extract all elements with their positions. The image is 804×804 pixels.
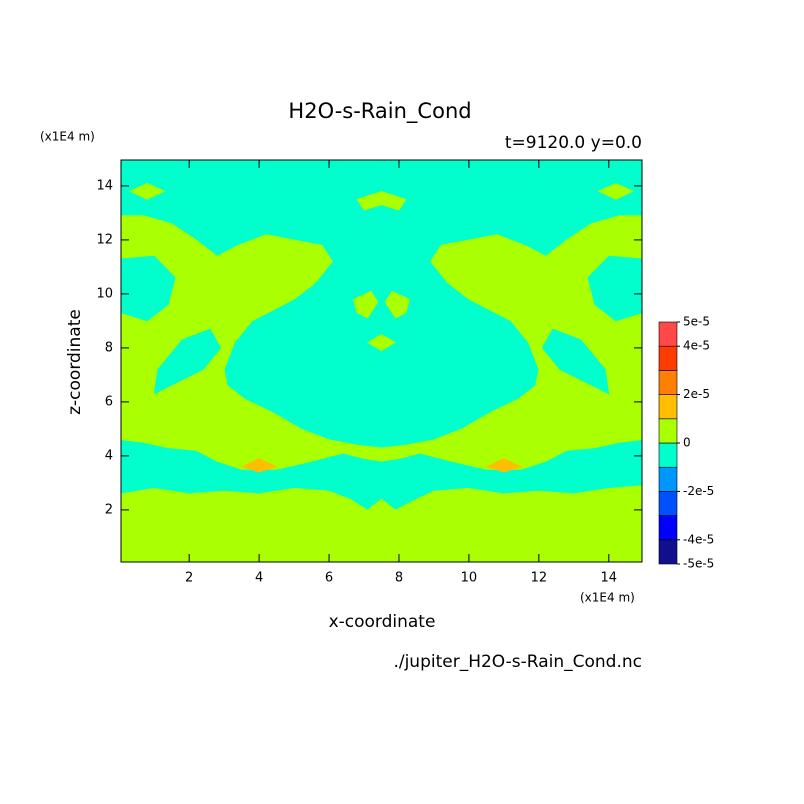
colorbar-bin [658, 345, 678, 371]
chart-subtitle: t=9120.0 y=0.0 [505, 133, 642, 153]
colorbar-bin [658, 321, 678, 347]
x-axis-label: x-coordinate [329, 612, 436, 632]
colorbar-bin [658, 466, 678, 492]
contour-region [366, 334, 397, 351]
x-unit: (x1E4 m) [580, 591, 635, 605]
y-tick-label: 2 [105, 502, 113, 517]
colorbar-bin [658, 370, 678, 395]
colorbar-bin [658, 491, 678, 516]
y-axis-label: z-coordinate [65, 309, 85, 415]
y-tick-label: 14 [96, 178, 113, 193]
contour-region [128, 182, 166, 200]
source-label: ./jupiter_H2O-s-Rain_Cond.nc [393, 652, 642, 672]
colorbar-bin [658, 515, 678, 541]
x-tick-label: 4 [255, 571, 263, 586]
colorbar-bin [658, 442, 678, 468]
contour-region [120, 485, 643, 563]
colorbar-tick-label: 0 [683, 436, 691, 450]
y-tick-label: 4 [105, 448, 113, 463]
plot-frame [120, 159, 643, 563]
colorbar-tick-label: -5e-5 [683, 557, 714, 571]
colorbar-bin [658, 539, 678, 565]
colorbar-bin [658, 418, 678, 444]
x-tick-label: 14 [601, 571, 618, 586]
colorbar-tick-label: -4e-5 [683, 532, 714, 546]
contour-region [353, 290, 379, 319]
y-unit: (x1E4 m) [40, 130, 95, 144]
y-tick-label: 8 [105, 340, 113, 355]
contour-region [240, 458, 278, 473]
contour-region [485, 458, 523, 473]
y-tick-label: 6 [105, 394, 113, 409]
contour-region [356, 190, 407, 211]
x-tick-label: 12 [531, 571, 548, 586]
x-tick-label: 6 [325, 571, 333, 586]
contour-region [153, 328, 222, 395]
y-tick-label: 12 [96, 232, 113, 247]
colorbar-tick-label: 2e-5 [683, 387, 710, 401]
contour-region [597, 182, 635, 200]
contour-region [541, 328, 610, 395]
contour-region [384, 290, 410, 319]
x-tick-label: 8 [395, 571, 403, 586]
x-tick-label: 2 [185, 571, 193, 586]
x-tick-label: 10 [461, 571, 478, 586]
colorbar-tick-label: -2e-5 [683, 484, 714, 498]
colorbar-tick-label: 5e-5 [683, 315, 710, 329]
y-tick-label: 10 [96, 286, 113, 301]
colorbar-bin [658, 394, 678, 420]
chart-title: H2O-s-Rain_Cond [288, 99, 471, 124]
colorbar-tick-label: 4e-5 [683, 339, 710, 353]
